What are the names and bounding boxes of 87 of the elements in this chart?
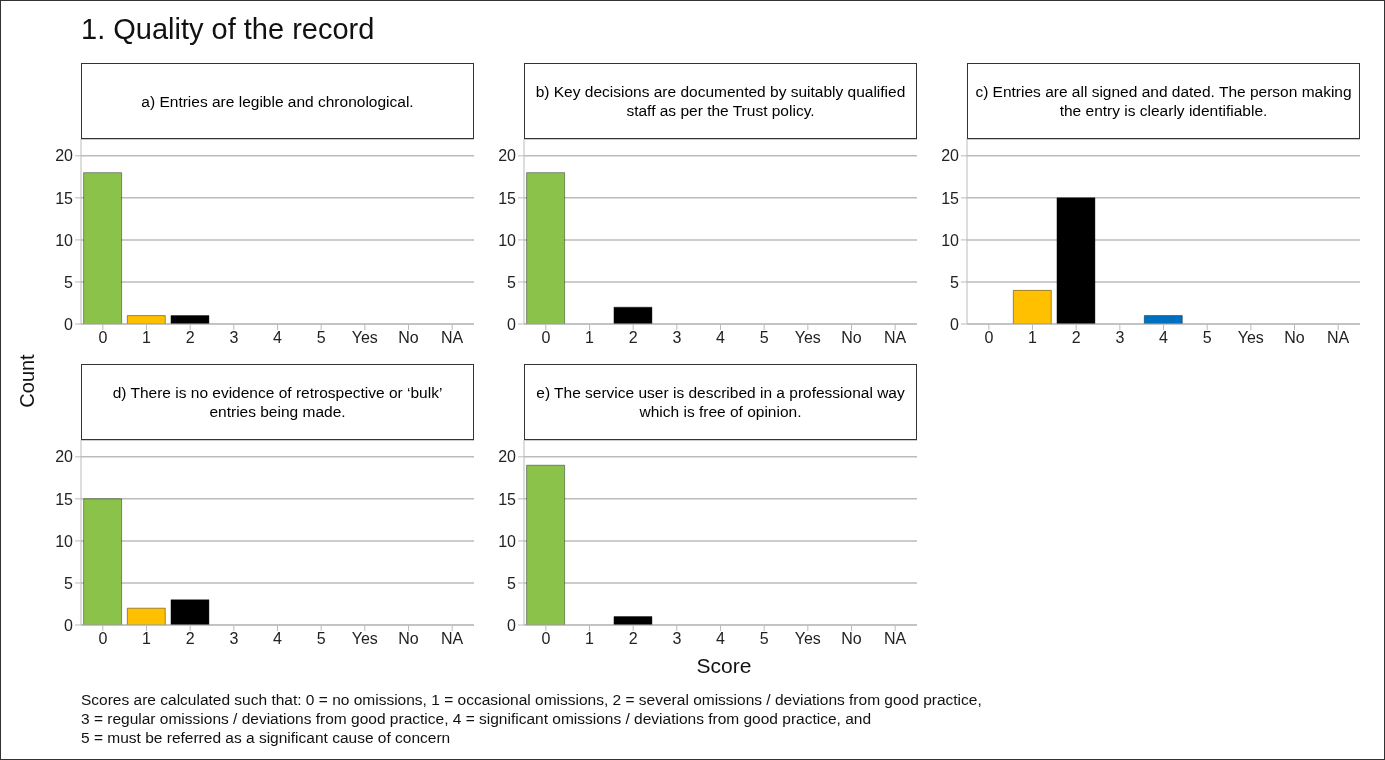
bar [83,498,122,625]
x-tick-label: 5 [316,630,326,648]
x-tick-label: 1 [142,329,152,347]
y-tick-label: 0 [64,315,74,333]
bar [170,599,210,625]
chart-subtitle: e) The service user is described in a professional way which is free of opinion. [524,364,917,440]
bar [1144,315,1183,324]
y-tick-label: 0 [507,616,517,634]
x-tick-label: 3 [229,630,239,648]
x-tick-label: 3 [229,329,239,347]
y-tick-label: 20 [498,147,517,165]
x-tick-label: 0 [98,630,108,648]
y-axis-title: Count [15,354,39,408]
y-tick-label: 10 [941,231,960,249]
x-tick-label: Yes [794,630,821,648]
x-tick-label: NA [441,630,464,648]
x-tick-label: 0 [541,630,551,648]
text: 3 = regular omissions / deviations from good practice, 4 = significant omissions / deviations from good practice, and [81,709,873,728]
chart-title: 1. Quality of the record [81,13,375,46]
y-tick-label: 5 [64,273,74,291]
x-tick-label: 2 [1071,329,1081,347]
chart-subtitle: a) Entries are legible and chronological. [81,63,474,139]
y-tick-label: 0 [507,315,517,333]
x-tick-label: NA [884,630,907,648]
y-tick-label: 5 [507,574,517,592]
y-tick-label: 15 [941,189,960,207]
x-tick-label: 5 [759,630,769,648]
x-tick-label: 1 [585,329,595,347]
x-axis-title: Score [696,654,752,678]
x-tick-label: No [398,630,419,648]
x-tick-label: No [841,630,862,648]
x-tick-label: No [841,329,862,347]
y-tick-label: 10 [55,231,74,249]
text: Scores are calculated such that: 0 = no omissions, 1 = occasional omissions, 2 = several omissions / deviations from good practice, [81,690,982,709]
x-tick-label: 0 [98,329,108,347]
x-tick-label: Yes [351,630,378,648]
x-tick-label: 4 [716,630,726,648]
x-tick-label: Yes [351,329,378,347]
x-tick-label: 3 [672,329,682,347]
y-tick-label: 20 [498,448,517,466]
y-tick-label: 20 [55,147,74,165]
bar [127,607,166,625]
bar [1056,197,1096,324]
x-tick-label: 5 [316,329,326,347]
chart-subtitle: b) Key decisions are documented by suitably qualified staff as per the Trust policy. [524,63,917,139]
y-tick-label: 15 [55,189,74,207]
y-tick-label: 10 [498,231,517,249]
y-tick-label: 20 [941,147,960,165]
y-tick-label: 20 [55,448,74,466]
x-tick-label: 4 [273,630,283,648]
x-tick-label: Yes [794,329,821,347]
y-tick-label: 10 [55,532,74,550]
y-tick-label: 5 [507,273,517,291]
x-tick-label: 2 [185,329,195,347]
text: 5 = must be referred as a significant cause of concern [81,728,452,747]
x-tick-label: 1 [1028,329,1038,347]
x-tick-label: 2 [628,630,638,648]
x-tick-label: 5 [759,329,769,347]
x-tick-label: 1 [142,630,152,648]
x-tick-label: 3 [1115,329,1125,347]
x-tick-label: 5 [1202,329,1212,347]
y-tick-label: 15 [55,490,74,508]
y-tick-label: 15 [498,490,517,508]
x-tick-label: NA [884,329,907,347]
bar [1013,290,1052,324]
chart-subtitle: d) There is no evidence of retrospective or ‘bulk’ entries being made. [81,364,474,440]
x-tick-label: 1 [585,630,595,648]
x-tick-label: 2 [628,329,638,347]
chart-subtitle: c) Entries are all signed and dated. The person making the entry is clearly identifiable. [967,63,1360,139]
x-tick-label: 4 [1159,329,1169,347]
y-tick-label: 5 [64,574,74,592]
x-tick-label: 2 [185,630,195,648]
x-tick-label: NA [1327,329,1350,347]
x-tick-label: No [1284,329,1305,347]
x-tick-label: 0 [541,329,551,347]
y-tick-label: 0 [950,315,960,333]
x-tick-label: NA [441,329,464,347]
x-tick-label: 3 [672,630,682,648]
x-tick-label: Yes [1237,329,1264,347]
x-tick-label: 4 [716,329,726,347]
y-tick-label: 10 [498,532,517,550]
x-tick-label: No [398,329,419,347]
x-tick-label: 4 [273,329,283,347]
y-tick-label: 0 [64,616,74,634]
x-tick-label: 0 [984,329,994,347]
y-tick-label: 15 [498,189,517,207]
y-tick-label: 5 [950,273,960,291]
